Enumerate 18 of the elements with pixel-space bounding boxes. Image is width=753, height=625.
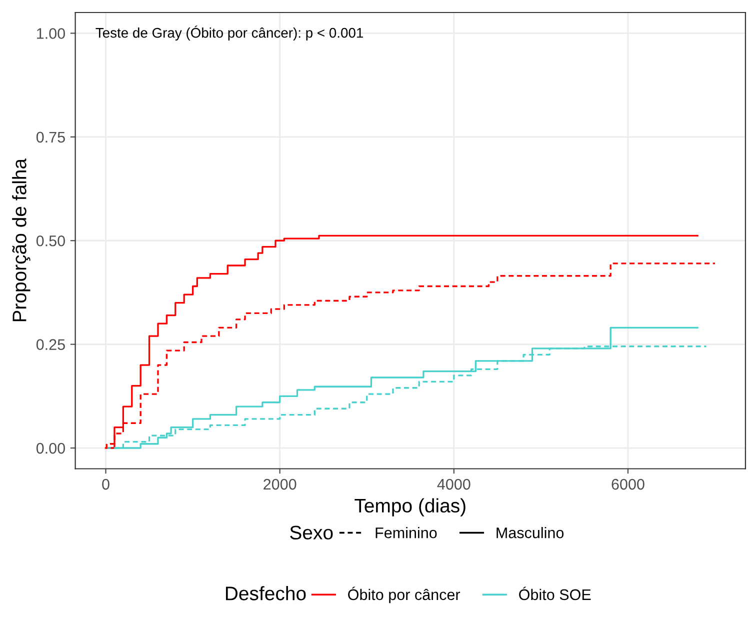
text: Sexo (290, 526, 333, 540)
y-tick-label: 0.00 (36, 442, 65, 454)
annotation: Teste de Gray (Óbito por câncer): p < 0.001 (96, 26, 363, 40)
text: Feminino (376, 527, 437, 538)
text: Masculino (496, 527, 564, 538)
legend-title: Desfecho (226, 586, 306, 600)
y-tick-label: 0.50 (36, 235, 65, 246)
y-tick-label: 0.75 (36, 132, 65, 143)
x-tick-label: 6000 (612, 478, 644, 490)
x-tick-label: 4000 (437, 478, 470, 490)
y-tick-label: 0.25 (36, 339, 65, 350)
y-tick-label: 1.00 (37, 28, 65, 39)
x-tick-label: 2000 (264, 478, 296, 490)
y-axis-title: Proporção de falha (12, 158, 30, 322)
legend-label: Óbito SOE (519, 586, 591, 600)
x-axis-title: Tempo (dias) (354, 498, 466, 516)
x-tick-label: 0 (102, 478, 110, 490)
legend-label: Óbito por câncer (348, 586, 460, 604)
